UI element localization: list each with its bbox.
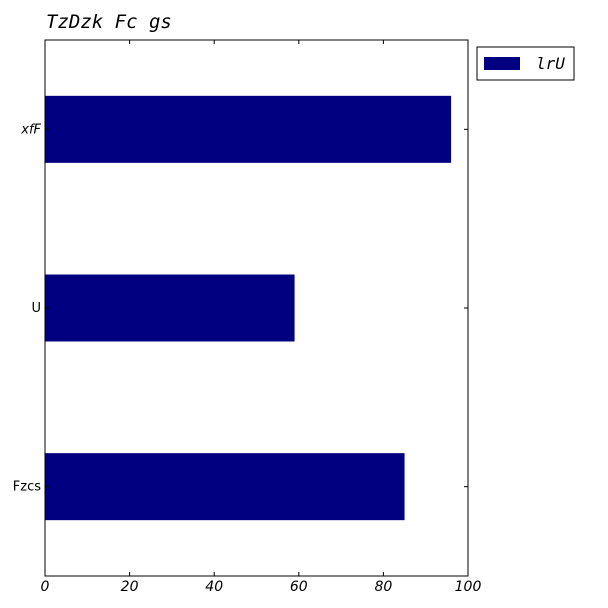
x-tick-label: 100: [455, 579, 482, 595]
chart-title: TzDzk Fc gs: [46, 11, 172, 33]
legend-swatch: [484, 57, 520, 70]
legend: lrU: [476, 46, 575, 81]
legend-label: lrU: [536, 54, 565, 73]
y-tick-label: Fzcs: [13, 480, 41, 495]
x-tick-label: 80: [374, 579, 392, 595]
plot-frame: [44, 39, 469, 577]
x-tick-label: 60: [290, 579, 308, 595]
y-tick-label: U: [31, 301, 41, 316]
bar-xfF: [45, 95, 452, 163]
x-tick-label: 0: [41, 579, 50, 595]
bar-U: [45, 274, 295, 342]
x-tick-label: 40: [205, 579, 223, 595]
x-tick-label: 20: [121, 579, 139, 595]
y-tick-label: xfF: [20, 122, 41, 137]
bar-Fzcs: [45, 453, 405, 521]
plot-area: xfF U Fzcs 0 20 40 60 80 100: [13, 39, 482, 595]
